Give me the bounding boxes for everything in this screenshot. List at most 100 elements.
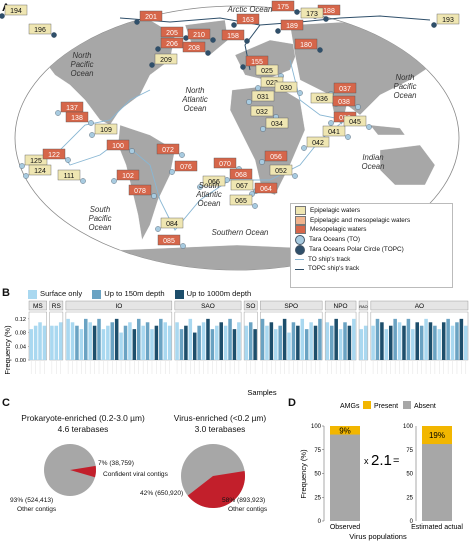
bar xyxy=(455,322,459,360)
land-indonesia xyxy=(369,124,406,136)
left-viral-pct: 7% (38,759) xyxy=(98,460,134,467)
present-label: Present xyxy=(374,403,398,410)
bar xyxy=(75,325,79,360)
station-id: 111 xyxy=(64,173,75,180)
region-header xyxy=(260,300,323,311)
region-header xyxy=(28,300,47,311)
legend-topc-track-label: TOPC ship's track xyxy=(308,265,360,273)
station-box xyxy=(28,23,52,35)
ocean-label-arctic: Arctic Ocean xyxy=(227,5,273,14)
bar xyxy=(411,329,415,360)
legend-episome-label: Epipelagic and mesopelagic waters xyxy=(310,216,411,224)
region-header xyxy=(65,300,173,311)
bar xyxy=(136,318,141,360)
bar xyxy=(402,325,406,360)
bar xyxy=(446,318,450,360)
station-label-173: 173 xyxy=(300,7,324,19)
region-header xyxy=(358,300,369,311)
bar xyxy=(428,322,433,360)
bar xyxy=(223,325,228,360)
bar xyxy=(343,322,347,360)
topc-station-dot xyxy=(205,50,211,56)
episome-swatch xyxy=(295,215,306,225)
station-id: 067 xyxy=(236,183,248,190)
bar xyxy=(424,318,428,360)
amg-y-tick: 75 xyxy=(406,448,413,454)
station-id: 205 xyxy=(166,30,178,37)
station-label-085: 085 xyxy=(157,234,181,246)
station-label-180: 180 xyxy=(294,38,318,50)
bar xyxy=(58,322,63,360)
region-IO: IO xyxy=(65,300,173,374)
bar xyxy=(393,318,397,360)
legend-surface-label: Surface only xyxy=(40,289,83,298)
topc-station-dot xyxy=(244,38,250,44)
bar xyxy=(415,322,419,360)
station-label-070: 070 xyxy=(213,157,237,169)
station-box xyxy=(94,123,118,135)
bar xyxy=(352,318,356,360)
right-pie xyxy=(181,444,246,508)
bar xyxy=(260,318,265,360)
bar xyxy=(375,318,380,360)
left-pie-title: Prokaryote-enriched (0.2-3.0 µm) 4.6 ter… xyxy=(8,413,158,435)
station-label-163: 163 xyxy=(236,13,260,25)
topc-station-dot xyxy=(240,64,246,70)
region-SO: SO xyxy=(243,300,258,374)
bar xyxy=(167,325,172,360)
bar xyxy=(253,329,257,360)
amg-legend-title: AMGs xyxy=(340,403,360,410)
station-box xyxy=(251,90,275,102)
left-pie xyxy=(44,444,97,496)
bar xyxy=(309,322,313,360)
to-station-dot xyxy=(292,173,298,179)
region-label: SAO xyxy=(201,303,215,310)
station-id: 030 xyxy=(280,85,292,92)
station-box xyxy=(106,139,130,151)
bar xyxy=(419,325,424,360)
legend-epi-label: Epipelagic waters xyxy=(310,207,361,214)
station-box xyxy=(294,38,318,50)
station-label-158: 158 xyxy=(221,29,245,41)
legend-to: Tara Oceans (TO) xyxy=(295,234,448,245)
bar xyxy=(363,325,368,360)
bar xyxy=(188,318,193,360)
bar xyxy=(237,322,241,360)
station-id: 124 xyxy=(34,168,46,175)
present-segment xyxy=(330,426,360,435)
station-label-034: 034 xyxy=(265,117,289,129)
left-pie-title-text: Prokaryote-enriched (0.2-3.0 µm) xyxy=(21,413,145,423)
amg-y-axis-label: Frequency (%) xyxy=(299,449,308,499)
to-station-dot xyxy=(19,163,25,169)
station-label-193: 193 xyxy=(436,13,460,25)
legend-topc-track: TOPC ship's track xyxy=(295,264,448,274)
station-box xyxy=(280,19,304,31)
station-label-052: 052 xyxy=(269,164,293,176)
amg-bar-label: Observed xyxy=(330,524,360,531)
station-box xyxy=(265,117,289,129)
station-label-045: 045 xyxy=(343,115,367,127)
station-id: 084 xyxy=(166,221,178,228)
station-id: 163 xyxy=(242,17,254,24)
bar xyxy=(397,322,402,360)
station-id: 125 xyxy=(30,158,42,165)
station-box xyxy=(116,169,140,181)
station-id: 070 xyxy=(219,161,231,168)
region-header xyxy=(174,300,242,311)
bar xyxy=(338,329,343,360)
bar xyxy=(464,325,468,360)
meso-swatch xyxy=(295,225,306,235)
150m-swatch xyxy=(92,289,102,299)
amg-bar-label: Estimated actual xyxy=(411,524,463,531)
station-box xyxy=(42,148,66,160)
station-box xyxy=(333,82,357,94)
station-box xyxy=(343,115,367,127)
topc-ship-track xyxy=(119,15,431,26)
to-station-dot xyxy=(328,120,334,126)
station-box xyxy=(182,41,206,53)
station-label-042: 042 xyxy=(306,136,330,148)
station-id: 208 xyxy=(188,45,200,52)
bar xyxy=(97,318,101,360)
station-label-208: 208 xyxy=(182,41,206,53)
bar xyxy=(313,325,318,360)
